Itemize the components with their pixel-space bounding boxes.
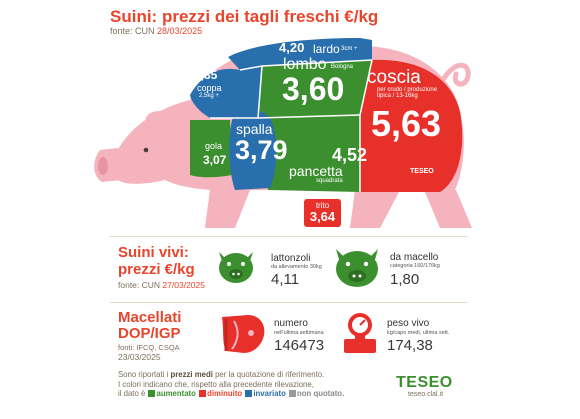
peso-label: peso vivo: [387, 318, 430, 329]
cut-spalla-name: spalla: [236, 121, 273, 137]
teseo-logo-name: TESEO: [396, 374, 453, 391]
cut-coppa-area: [190, 66, 262, 118]
legend-non-quotato: non quotato.: [297, 389, 345, 399]
legend-swatch-diminuito: [199, 390, 207, 398]
cut-coscia-note: per crudo / produzione tipica / 13-16kg: [377, 87, 438, 100]
cut-coscia-name: coscia: [367, 67, 421, 88]
cut-lardo-name: lardo: [313, 42, 340, 56]
dop-title-line2: DOP/IGP: [118, 325, 181, 342]
macello-sub: categoria 160/176kg: [390, 263, 440, 269]
cut-coppa-note: 2,5kg +: [199, 93, 219, 99]
live-title-line1: Suini vivi:: [118, 244, 189, 261]
dop-title-line1: Macellati: [118, 309, 182, 326]
cut-trito-box: trito 3,64: [304, 199, 341, 227]
legend-swatch-invariato: [245, 390, 253, 398]
pig-ear: [145, 111, 172, 130]
live-source-label: fonte: CUN: [118, 280, 161, 290]
lattonzoli-label: lattonzoli: [271, 253, 311, 264]
pig-head-icon: [336, 249, 378, 287]
teseo-logo-url[interactable]: teseo.clal.it: [408, 391, 444, 398]
lattonzoli-sub: da allevamento 30kg: [271, 264, 322, 270]
peso-value: 174,38: [387, 337, 433, 354]
ham-icon: [222, 315, 265, 353]
cut-coppa-name: coppa: [197, 83, 222, 93]
scale-icon: [344, 313, 376, 353]
cut-trito-price: 3,64: [309, 209, 336, 224]
legend-invariato: invariato: [253, 389, 286, 399]
cut-lardo-note: 3cm +: [341, 46, 358, 52]
cut-lombo-price: 3,60: [282, 71, 345, 107]
legend-line1-a: Sono riportati i: [118, 370, 171, 379]
legend-line1-c: per la quotazione di riferimento.: [212, 370, 325, 379]
live-title-line2: prezzi €/kg: [118, 261, 195, 278]
lattonzoli-value: 4,11: [271, 271, 300, 288]
cut-spalla-area: [229, 109, 277, 190]
legend-aumentato: aumentato: [156, 389, 196, 399]
cut-coscia-area: [360, 59, 463, 192]
divider-2: [110, 302, 468, 303]
legend-line-3: il dato è aumentato diminuito invariato …: [118, 389, 388, 399]
legend-swatch-non-quotato: [289, 390, 297, 398]
source-date: 28/03/2025: [157, 26, 203, 36]
cut-gola-name: gola: [205, 141, 223, 151]
legend-swatch-aumentato: [148, 390, 156, 398]
cut-spalla-price: 3,79: [235, 135, 288, 165]
legend-line-2: I colori indicano che, rispetto alla pre…: [118, 379, 314, 389]
cut-lombo-note: Bologna: [331, 64, 354, 70]
dop-source-1: fonti: IFCQ, CSQA: [118, 343, 180, 352]
numero-sub: nell'ultima settimana: [274, 330, 324, 336]
cut-coppa-price: 5,35: [194, 68, 218, 82]
cut-gola-price: 3,07: [203, 153, 227, 167]
numero-value: 146473: [274, 337, 325, 354]
pig-tail: [440, 62, 471, 87]
cut-pancetta-area: [268, 115, 360, 192]
legend-line1-b: prezzi medi: [170, 370, 213, 379]
teseo-watermark: TESEO: [410, 168, 434, 175]
cut-pancetta-name: pancetta: [289, 163, 343, 179]
piglet-head-icon: [219, 252, 253, 283]
header-source: fonte: CUN 28/03/2025: [110, 26, 202, 36]
cut-lardo-price: 4,20: [279, 40, 305, 55]
teseo-logo: TESEO teseo.clal.it: [396, 374, 453, 398]
cut-coscia-price: 5,63: [371, 103, 442, 144]
cut-gola-area: [190, 120, 232, 178]
macello-label: da macello: [390, 252, 439, 263]
numero-label: numero: [274, 318, 308, 329]
cut-lombo-name: lombo: [283, 56, 327, 73]
legend-line3-prefix: il dato è: [118, 389, 146, 399]
dop-source-2: 23/03/2025: [118, 352, 161, 362]
live-source-date: 27/03/2025: [162, 280, 205, 290]
cut-trito-name: trito: [315, 201, 330, 210]
macello-value: 1,80: [390, 271, 420, 288]
divider: [110, 236, 468, 237]
cut-pancetta-price: 4,52: [332, 145, 368, 165]
page-title: Suini: prezzi dei tagli freschi €/kg: [110, 7, 379, 26]
pig-eye: [143, 147, 149, 153]
legend-line-1: Sono riportati i prezzi medi per la quot…: [118, 370, 388, 380]
live-source: fonte: CUN 27/03/2025: [118, 280, 205, 290]
peso-sub: kg/capo medi, ultima sett.: [387, 330, 450, 336]
cut-pancetta-note: squadrata: [316, 178, 343, 184]
source-label: fonte: CUN: [110, 26, 155, 36]
footer-legend: Sono riportati i prezzi medi per la quot…: [118, 370, 388, 399]
cut-lardo-area: [228, 38, 372, 70]
legend-diminuito: diminuito: [207, 389, 243, 399]
cut-lombo-area: [258, 60, 372, 118]
